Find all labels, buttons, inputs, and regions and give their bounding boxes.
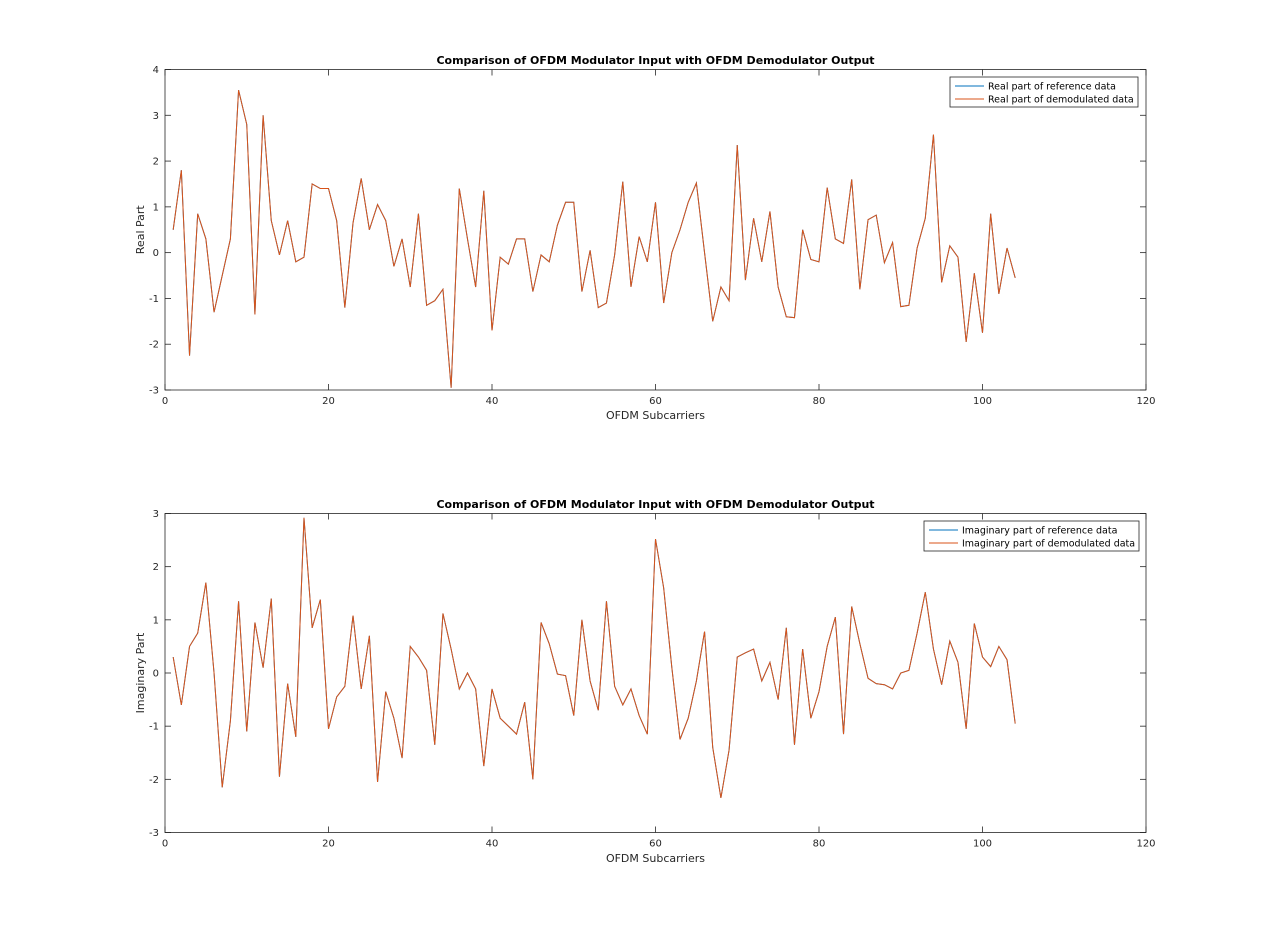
x-tick-label: 100	[973, 396, 992, 407]
x-tick-label: 80	[813, 839, 826, 850]
y-tick-label: 4	[153, 65, 159, 76]
imaginary-part-plot: Comparison of OFDM Modulator Input with …	[134, 498, 1156, 865]
legend-box	[949, 76, 1139, 108]
y-tick-label: 0	[153, 248, 159, 259]
x-tick-label: 20	[322, 839, 335, 850]
series-line-demodulated	[172, 89, 1016, 388]
y-tick-label: 0	[153, 669, 159, 680]
y-tick-label: 1	[153, 202, 159, 213]
x-tick-label: 120	[1136, 839, 1155, 850]
x-tick-label: 40	[486, 396, 499, 407]
legend-box	[923, 520, 1140, 552]
y-tick-label: 1	[153, 615, 159, 626]
x-tick-label: 100	[973, 839, 992, 850]
x-tick-label: 60	[649, 839, 662, 850]
legend: Imaginary part of reference data Imagina…	[923, 520, 1140, 552]
x-tick-label: 40	[486, 839, 499, 850]
axis-ticks: 0 20 40 60 80 100 120 -3 -2 -1 0 1 2 3	[149, 509, 1156, 850]
y-tick-label: 3	[153, 509, 159, 520]
y-axis-label: Imaginary Part	[134, 632, 147, 713]
x-tick-label: 0	[162, 839, 168, 850]
legend-label-demodulated: Real part of demodulated data	[988, 95, 1134, 106]
y-tick-label: -1	[149, 722, 159, 733]
y-tick-label: -2	[149, 340, 159, 351]
x-axis-label: OFDM Subcarriers	[606, 852, 705, 865]
y-tick-label: 2	[153, 562, 159, 573]
chart-title: Comparison of OFDM Modulator Input with …	[436, 54, 874, 67]
y-tick-label: 3	[153, 111, 159, 122]
plot-area	[164, 513, 1147, 833]
x-tick-label: 120	[1136, 396, 1155, 407]
legend-label-demodulated: Imaginary part of demodulated data	[962, 539, 1135, 550]
x-tick-label: 0	[162, 396, 168, 407]
series-layer	[172, 89, 1016, 388]
y-tick-label: -1	[149, 294, 159, 305]
y-axis-label: Real Part	[134, 205, 147, 255]
real-part-plot: Comparison of OFDM Modulator Input with …	[134, 54, 1156, 422]
y-tick-label: -3	[149, 828, 159, 839]
series-layer	[172, 517, 1016, 799]
y-tick-label: 2	[153, 157, 159, 168]
plot-area	[164, 69, 1147, 391]
legend-label-reference: Real part of reference data	[988, 82, 1116, 93]
y-tick-label: -2	[149, 775, 159, 786]
y-tick-label: -3	[149, 386, 159, 397]
legend: Real part of reference data Real part of…	[949, 76, 1139, 108]
axis-ticks: 0 20 40 60 80 100 120 -3 -2 -1 0 1 2 3 4	[149, 65, 1156, 407]
x-tick-label: 20	[322, 396, 335, 407]
x-tick-label: 80	[813, 396, 826, 407]
x-tick-label: 60	[649, 396, 662, 407]
legend-label-reference: Imaginary part of reference data	[962, 526, 1117, 537]
chart-title: Comparison of OFDM Modulator Input with …	[436, 498, 874, 511]
x-axis-label: OFDM Subcarriers	[606, 409, 705, 422]
series-line-demodulated	[172, 517, 1016, 799]
